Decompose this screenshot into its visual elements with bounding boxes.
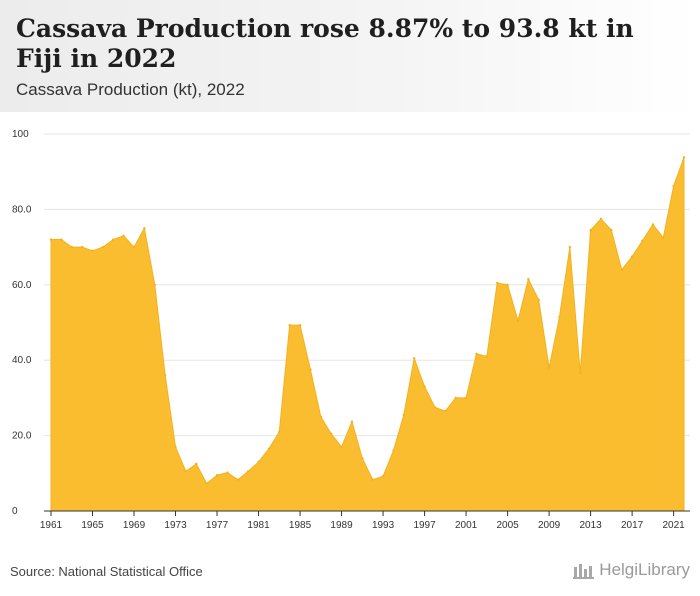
data-point[interactable] (226, 471, 229, 474)
data-point[interactable] (184, 470, 188, 473)
data-point[interactable] (454, 396, 457, 400)
library-icon (573, 564, 595, 579)
data-point[interactable] (371, 478, 374, 481)
x-tick-label: 1973 (164, 520, 187, 531)
x-tick-label: 1961 (40, 520, 63, 531)
x-tick-label: 2013 (579, 520, 602, 531)
data-point[interactable] (485, 355, 489, 358)
data-point[interactable] (547, 366, 551, 369)
data-point[interactable] (423, 385, 426, 388)
data-point[interactable] (91, 249, 94, 253)
data-point[interactable] (662, 236, 665, 239)
area-series (49, 156, 686, 512)
data-point[interactable] (433, 406, 437, 409)
data-point[interactable] (246, 470, 250, 473)
data-point[interactable] (70, 245, 73, 249)
data-point[interactable] (298, 323, 302, 327)
y-tick-label: 40.0 (12, 355, 32, 366)
x-tick-label: 2005 (496, 520, 519, 531)
data-point[interactable] (610, 228, 613, 232)
data-point[interactable] (516, 319, 520, 322)
data-point[interactable] (620, 268, 623, 271)
brand-name: HelgiLibrary (599, 560, 690, 579)
data-point[interactable] (464, 396, 468, 400)
data-point[interactable] (60, 238, 63, 241)
data-point[interactable] (101, 245, 105, 249)
data-point[interactable] (329, 432, 333, 435)
data-point[interactable] (361, 457, 364, 460)
area-chart: 0 20.0 40.0 60.0 80.0 100 1961 1965 1969 1973 197… (12, 129, 690, 531)
y-axis: 0 20.0 40.0 60.0 80.0 100 (12, 129, 32, 517)
y-tick-label: 80.0 (12, 204, 32, 215)
area-fill (50, 157, 685, 512)
data-point[interactable] (340, 445, 343, 449)
data-point[interactable] (589, 228, 592, 232)
x-tick-label: 1985 (289, 520, 312, 531)
data-point[interactable] (163, 374, 167, 377)
data-point[interactable] (49, 238, 53, 241)
data-point[interactable] (641, 239, 644, 242)
header-band: Cassava Production rose 8.87% to 93.8 kt… (0, 0, 700, 112)
data-point[interactable] (475, 352, 478, 355)
data-point[interactable] (506, 283, 509, 286)
data-point[interactable] (682, 156, 686, 159)
data-point[interactable] (112, 238, 115, 241)
data-point[interactable] (537, 298, 540, 302)
data-point[interactable] (558, 315, 561, 319)
y-tick-label: 100 (12, 129, 29, 140)
y-tick-label: 0 (12, 506, 18, 517)
x-tick-label: 1997 (413, 520, 436, 531)
data-point[interactable] (215, 473, 219, 477)
data-point[interactable] (153, 283, 156, 286)
x-tick-label: 1965 (81, 520, 104, 531)
data-point[interactable] (381, 475, 385, 478)
data-point[interactable] (309, 368, 312, 371)
x-tick-label: 2009 (538, 520, 561, 531)
page-title: Cassava Production rose 8.87% to 93.8 kt… (16, 14, 634, 73)
data-point[interactable] (444, 409, 447, 413)
data-point[interactable] (288, 323, 291, 327)
data-point[interactable] (174, 445, 177, 449)
y-tick-label: 60.0 (12, 280, 32, 291)
data-point[interactable] (257, 460, 260, 464)
chart-subtitle: Cassava Production (kt), 2022 (16, 80, 245, 99)
brand-logo[interactable]: HelgiLibrary (573, 560, 690, 580)
x-tick-label: 2021 (662, 520, 685, 531)
data-point[interactable] (568, 245, 572, 249)
data-point[interactable] (413, 357, 416, 360)
data-point[interactable] (392, 449, 395, 452)
data-point[interactable] (527, 277, 530, 281)
data-point[interactable] (402, 413, 406, 417)
x-tick-label: 1981 (247, 520, 270, 531)
x-tick-label: 2001 (455, 520, 478, 531)
data-point[interactable] (236, 478, 239, 481)
data-point[interactable] (599, 217, 603, 221)
y-tick-label: 20.0 (12, 431, 32, 442)
data-point[interactable] (319, 415, 322, 418)
data-point[interactable] (143, 227, 146, 230)
data-point[interactable] (122, 234, 125, 237)
data-point[interactable] (350, 420, 354, 423)
data-point[interactable] (205, 482, 208, 485)
x-tick-label: 1977 (206, 520, 229, 531)
data-point[interactable] (579, 372, 582, 375)
data-point[interactable] (278, 430, 281, 434)
data-point[interactable] (496, 281, 499, 285)
x-tick-label: 1993 (372, 520, 395, 531)
data-point[interactable] (195, 462, 198, 466)
data-point[interactable] (630, 255, 634, 258)
x-tick-label: 1969 (123, 520, 146, 531)
data-point[interactable] (267, 447, 271, 450)
data-point[interactable] (672, 184, 675, 188)
x-tick-label: 2017 (621, 520, 644, 531)
data-point[interactable] (651, 223, 655, 226)
x-axis: 1961 1965 1969 1973 1977 1981 1985 1989 1993 1997… (40, 510, 690, 531)
source-note: Source: National Statistical Office (10, 564, 203, 579)
data-point[interactable] (132, 245, 136, 249)
x-tick-label: 1989 (330, 520, 353, 531)
data-point[interactable] (80, 245, 84, 249)
